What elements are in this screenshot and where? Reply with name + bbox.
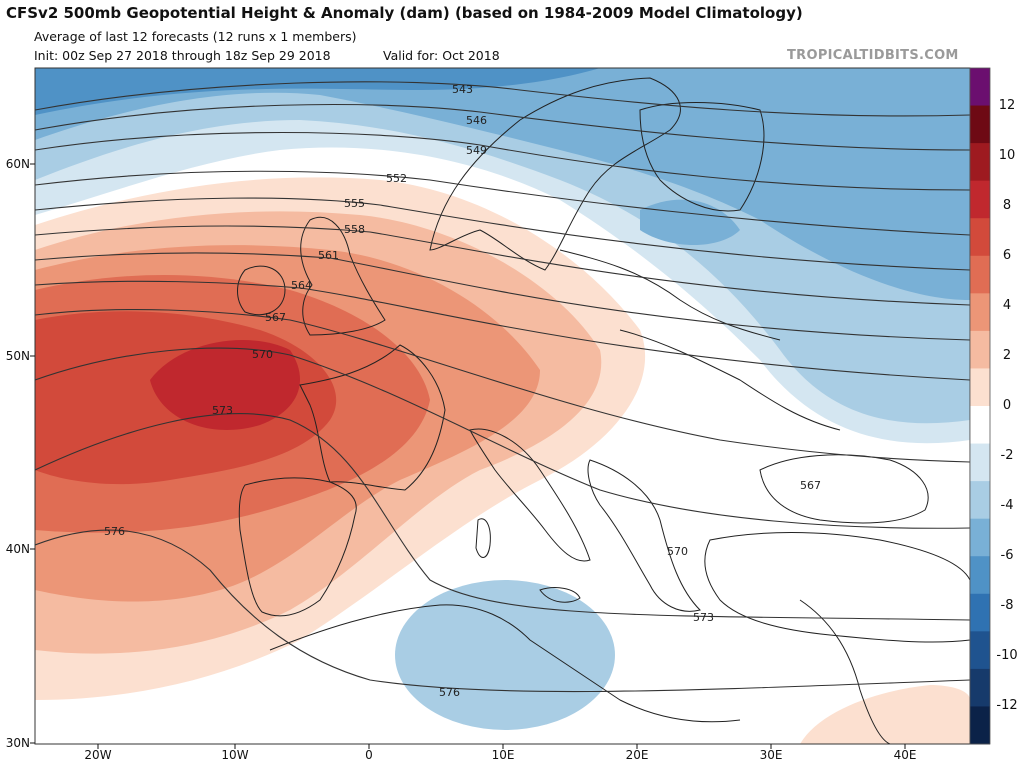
colorbar-tick-label: 6 xyxy=(1002,247,1012,263)
contour-label: 570 xyxy=(667,545,688,558)
contour-label: 561 xyxy=(318,249,339,262)
lat-label: 30N xyxy=(5,736,30,750)
height-contours xyxy=(35,81,970,693)
contour-label: 564 xyxy=(291,279,312,292)
colorbar-swatch xyxy=(970,556,990,595)
map-subtitle: Average of last 12 forecasts (12 runs x … xyxy=(34,29,357,44)
contour-label: 546 xyxy=(466,114,487,127)
colorbar-swatch xyxy=(970,668,990,707)
contour-label: 555 xyxy=(344,197,365,210)
colorbar-frame xyxy=(969,67,991,745)
colorbar-tick-label: -10 xyxy=(996,648,1018,664)
contour-label: 576 xyxy=(439,686,460,699)
lat-label: 50N xyxy=(5,349,30,363)
watermark: TROPICALTIDBITS.COM xyxy=(787,48,959,63)
positive-anomaly-west xyxy=(35,177,646,701)
colorbar-swatch xyxy=(970,443,990,482)
contour-label: 552 xyxy=(386,172,407,185)
contour-label: 549 xyxy=(466,144,487,157)
colorbar-swatch xyxy=(970,255,990,294)
colorbar-swatch xyxy=(970,481,990,520)
colorbar-swatch xyxy=(970,706,990,745)
lon-label: 30E xyxy=(759,748,783,762)
colorbar-tick-label: 12 xyxy=(998,97,1016,113)
colorbar-swatch xyxy=(970,368,990,407)
colorbar-swatch xyxy=(970,518,990,557)
lon-label: 40E xyxy=(893,748,917,762)
lon-label: 0 xyxy=(365,748,373,762)
colorbar-swatch xyxy=(970,330,990,369)
colorbar-tick-label: 0 xyxy=(1002,398,1012,413)
lon-label: 10W xyxy=(221,748,249,762)
contour-label: 570 xyxy=(252,348,273,361)
negative-anomaly-mediterranean xyxy=(395,580,615,730)
positive-anomaly-southeast xyxy=(800,685,970,744)
colorbar-tick-label: 8 xyxy=(1002,197,1012,213)
colorbar-swatch xyxy=(970,218,990,257)
colorbar-tick-label: 2 xyxy=(1002,347,1012,363)
colorbar-swatch xyxy=(970,105,990,144)
contour-label: 543 xyxy=(452,83,473,96)
contour-label: 567 xyxy=(800,479,821,492)
colorbar-tick-label: -2 xyxy=(1000,448,1014,464)
colorbar-swatch xyxy=(970,143,990,182)
contour-label: 567 xyxy=(265,311,286,324)
colorbar-swatch xyxy=(970,68,990,107)
colorbar-swatch xyxy=(970,593,990,632)
contour-label: 573 xyxy=(693,611,714,624)
colorbar-tick-label: 10 xyxy=(998,147,1016,163)
contour-label: 576 xyxy=(104,525,125,538)
lon-label: 20E xyxy=(625,748,649,762)
coastlines xyxy=(237,77,970,744)
lat-label: 60N xyxy=(5,157,30,171)
lon-label: 10E xyxy=(491,748,515,762)
colorbar-swatch xyxy=(970,180,990,219)
colorbar-tick-label: -6 xyxy=(1000,548,1014,564)
lat-label: 40N xyxy=(5,542,30,556)
contour-label: 573 xyxy=(212,404,233,417)
colorbar-tick-label: -12 xyxy=(996,698,1018,714)
colorbar-tick-label: -8 xyxy=(1000,598,1014,614)
valid-time: Valid for: Oct 2018 xyxy=(383,48,500,63)
colorbar xyxy=(970,68,990,745)
colorbar-tick-label: -4 xyxy=(1000,498,1014,514)
contour-labels: 543 546 549 552 555 558 561 564 567 570 … xyxy=(104,83,821,699)
init-time: Init: 00z Sep 27 2018 through 18z Sep 29… xyxy=(34,48,331,63)
map-title: CFSv2 500mb Geopotential Height & Anomal… xyxy=(6,4,803,22)
axis-ticks xyxy=(30,163,906,749)
colorbar-swatch xyxy=(970,293,990,332)
contour-label: 558 xyxy=(344,223,365,236)
colorbar-swatch xyxy=(970,631,990,670)
colorbar-swatch xyxy=(970,406,990,445)
colorbar-tick-label: 4 xyxy=(1002,297,1012,313)
lon-label: 20W xyxy=(84,748,112,762)
